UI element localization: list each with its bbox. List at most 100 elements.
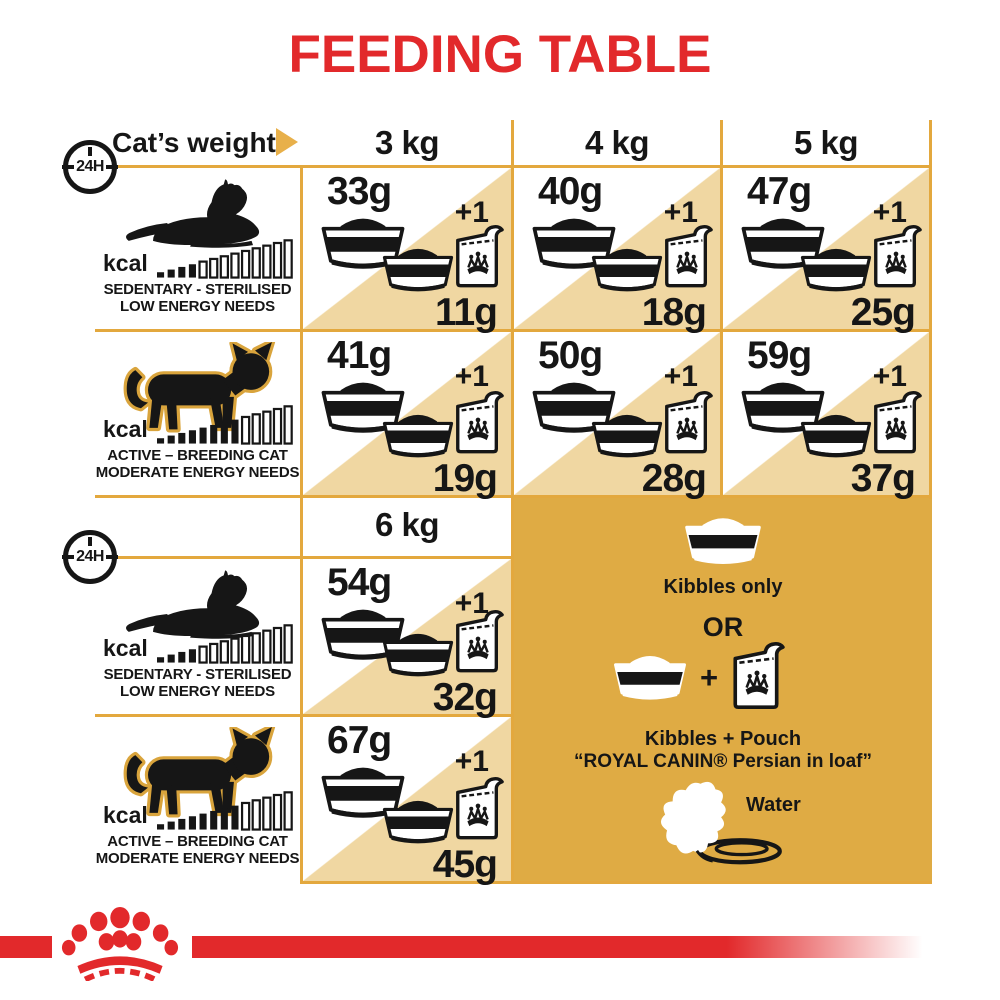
profile-caption: ACTIVE – BREEDING CAT MODERATE ENERGY NE… (81, 447, 314, 482)
feeding-cell-sedentary-5kg: 47g +1 25g (723, 168, 929, 334)
feeding-cell-active-3kg: 41g +1 19g (303, 332, 511, 500)
profile-label-active: kcal ACTIVE – BREEDING CAT MODERATE ENER… (95, 717, 300, 881)
grid-line (511, 120, 514, 499)
profile-caption-line1: SEDENTARY - STERILISED (103, 665, 292, 683)
plus-one-pouch-label: +1 (663, 196, 698, 229)
royal-canin-crown-logo (60, 906, 180, 981)
plus-one-pouch-label: +1 (872, 360, 907, 393)
pouch-icon (660, 225, 714, 289)
feeding-cell-active-6kg: 67g +1 45g (303, 717, 511, 886)
plus-one-pouch-label: +1 (454, 360, 489, 393)
kibbles-only-amount: 40g (538, 170, 603, 213)
kibbles-plus-pouch-amount: 11g (434, 291, 498, 334)
profile-caption: SEDENTARY - STERILISED LOW ENERGY NEEDS (81, 666, 314, 701)
kibble-bowl-icon (379, 630, 457, 680)
kibble-bowl-icon (379, 411, 457, 461)
kibbles-plus-pouch-amount: 37g (850, 457, 916, 500)
energy-bars-icon (157, 623, 297, 664)
profile-caption: ACTIVE – BREEDING CAT MODERATE ENERGY NE… (81, 833, 314, 868)
energy-bars-icon (157, 404, 297, 445)
kcal-label: kcal (103, 802, 148, 828)
grid-line (720, 120, 723, 499)
pouch-icon (869, 391, 923, 455)
grid-line (929, 120, 932, 499)
kibble-bowl-icon (797, 245, 875, 295)
arrow-right-icon (276, 128, 298, 156)
kibbles-plus-pouch-amount: 32g (432, 676, 498, 719)
feeding-cell-sedentary-3kg: 33g +1 11g (303, 168, 511, 334)
kibble-bowl-icon (588, 411, 666, 461)
kibble-bowl-icon (379, 797, 457, 847)
weight-header-5kg: 5 kg (793, 124, 859, 161)
kcal-label: kcal (103, 635, 148, 661)
feeding-cell-active-4kg: 50g +1 28g (514, 332, 720, 500)
kibble-bowl-icon (379, 245, 457, 295)
grid-line (300, 881, 932, 884)
plus-one-pouch-label: +1 (663, 360, 698, 393)
grid-line (95, 714, 514, 717)
kibbles-plus-pouch-amount: 19g (432, 457, 498, 500)
24h-label: 24H (76, 158, 104, 175)
plus-sign: + (700, 660, 719, 695)
profile-caption-line1: ACTIVE – BREEDING CAT (107, 832, 288, 850)
clock-tick (106, 165, 118, 169)
24h-clock-icon: 24H (62, 140, 118, 194)
profile-caption-line2: MODERATE ENERGY NEEDS (95, 850, 300, 868)
24h-clock-icon: 24H (62, 530, 118, 584)
weight-header-4kg: 4 kg (584, 124, 650, 161)
energy-scale: kcal (103, 237, 298, 279)
kibbles-only-amount: 67g (327, 719, 392, 762)
grid-line (300, 165, 303, 499)
pouch-icon (869, 225, 923, 289)
grid-line (95, 556, 514, 559)
profile-caption-line2: LOW ENERGY NEEDS (120, 298, 275, 316)
pouch-icon (728, 642, 786, 710)
water-label: Water (746, 794, 801, 816)
profile-caption: SEDENTARY - STERILISED LOW ENERGY NEEDS (81, 281, 314, 316)
kibbles-pouch-label: Kibbles + Pouch (644, 728, 802, 750)
pouch-icon (451, 610, 505, 674)
plus-one-pouch-label: +1 (454, 196, 489, 229)
kibble-bowl-icon (610, 652, 690, 703)
profile-label-active: kcal ACTIVE – BREEDING CAT MODERATE ENER… (95, 332, 300, 495)
kibbles-only-amount: 59g (747, 334, 812, 377)
profile-caption-line2: MODERATE ENERGY NEEDS (95, 464, 300, 482)
energy-scale: kcal (103, 622, 298, 664)
energy-scale: kcal (103, 789, 298, 831)
or-label: OR (702, 612, 744, 642)
kibbles-plus-pouch-amount: 25g (850, 291, 916, 334)
pouch-icon (660, 391, 714, 455)
feeding-cell-active-5kg: 59g +1 37g (723, 332, 929, 500)
water-splash-icon (654, 780, 736, 869)
profile-caption-line2: LOW ENERGY NEEDS (120, 683, 275, 701)
profile-label-sedentary: kcal SEDENTARY - STERILISED LOW ENERGY N… (95, 168, 300, 329)
legend-panel: Kibbles only OR + Kibbles + Pouch “ROYAL… (514, 498, 932, 884)
profile-caption-line1: SEDENTARY - STERILISED (103, 280, 292, 298)
kcal-label: kcal (103, 416, 148, 442)
kibbles-only-label: Kibbles only (663, 576, 783, 598)
kibbles-only-amount: 41g (327, 334, 392, 377)
profile-caption-line1: ACTIVE – BREEDING CAT (107, 446, 288, 464)
feeding-cell-sedentary-6kg: 54g +1 32g (303, 559, 511, 719)
profile-label-sedentary: kcal SEDENTARY - STERILISED LOW ENERGY N… (95, 559, 300, 714)
kibbles-only-amount: 50g (538, 334, 603, 377)
kibbles-plus-pouch-amount: 45g (432, 843, 498, 886)
kcal-label: kcal (103, 250, 148, 276)
product-name-label: “ROYAL CANIN® Persian in loaf” (573, 751, 872, 772)
plus-one-pouch-label: +1 (872, 196, 907, 229)
kibble-bowl-icon (681, 514, 765, 568)
pouch-icon (451, 391, 505, 455)
energy-bars-icon (157, 238, 297, 279)
cats-weight-label: Cat’s weight (112, 127, 276, 158)
clock-tick (62, 165, 74, 169)
kibbles-plus-pouch-amount: 28g (641, 457, 707, 500)
kibbles-only-amount: 47g (747, 170, 812, 213)
grid-line (300, 498, 303, 884)
energy-bars-icon (157, 790, 297, 831)
kibble-bowl-icon (588, 245, 666, 295)
energy-scale: kcal (103, 403, 298, 445)
kibbles-plus-pouch-amount: 18g (641, 291, 707, 334)
pouch-icon (451, 777, 505, 841)
brand-stripe (0, 936, 932, 958)
